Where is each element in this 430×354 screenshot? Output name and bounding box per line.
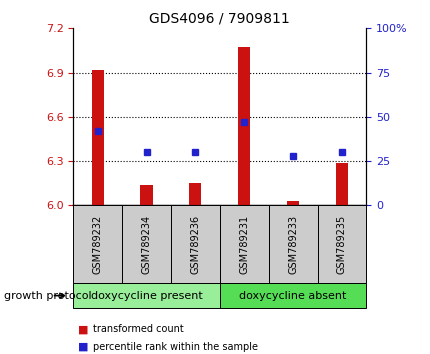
Text: doxycycline present: doxycycline present bbox=[90, 291, 202, 301]
Text: GSM789236: GSM789236 bbox=[190, 215, 200, 274]
Text: GSM789231: GSM789231 bbox=[239, 215, 249, 274]
Title: GDS4096 / 7909811: GDS4096 / 7909811 bbox=[149, 12, 289, 26]
Bar bbox=[92, 70, 104, 205]
Text: GSM789232: GSM789232 bbox=[92, 215, 102, 274]
Text: ■: ■ bbox=[77, 342, 88, 352]
Text: growth protocol: growth protocol bbox=[4, 291, 92, 301]
Text: GSM789235: GSM789235 bbox=[336, 215, 346, 274]
Text: GSM789233: GSM789233 bbox=[287, 215, 298, 274]
Bar bbox=[189, 183, 201, 205]
Text: percentile rank within the sample: percentile rank within the sample bbox=[92, 342, 257, 352]
Text: doxycycline absent: doxycycline absent bbox=[239, 291, 346, 301]
Bar bbox=[335, 162, 347, 205]
Text: ■: ■ bbox=[77, 324, 88, 334]
Bar bbox=[286, 201, 298, 205]
Bar bbox=[140, 185, 152, 205]
Bar bbox=[238, 47, 250, 205]
Text: GSM789234: GSM789234 bbox=[141, 215, 151, 274]
Text: transformed count: transformed count bbox=[92, 324, 183, 334]
